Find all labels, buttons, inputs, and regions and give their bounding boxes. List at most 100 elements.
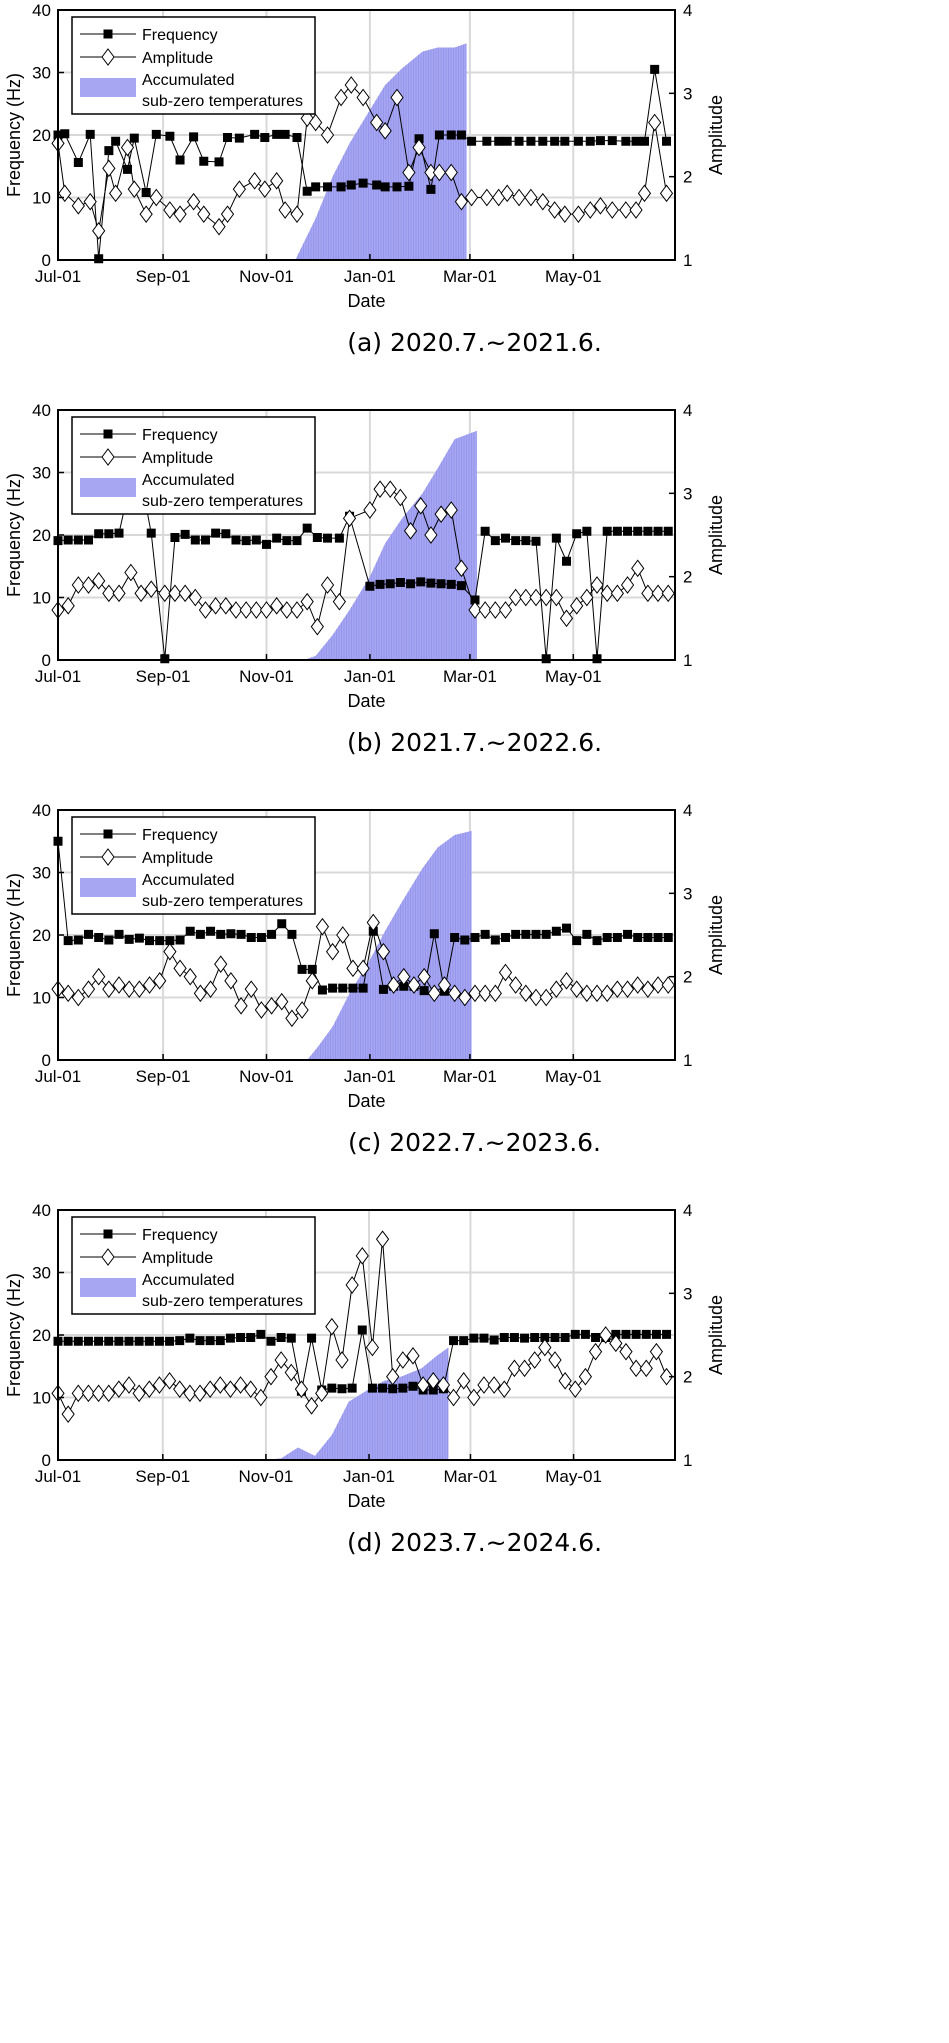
frequency-point — [426, 578, 436, 588]
frequency-point — [490, 536, 500, 546]
frequency-point — [114, 528, 124, 538]
amplitude-point — [244, 980, 258, 999]
x-tick-label: Mar-01 — [443, 267, 497, 286]
legend-amplitude-label: Amplitude — [142, 50, 213, 67]
frequency-point — [541, 929, 551, 939]
amplitude-point — [583, 201, 597, 219]
amplitude-point — [144, 580, 158, 599]
frequency-point — [580, 1329, 590, 1339]
amplitude-point — [270, 596, 284, 615]
amplitude-point — [102, 584, 116, 603]
amplitude-point — [559, 609, 574, 628]
amplitude-point — [432, 163, 447, 182]
amplitude-point — [258, 180, 272, 199]
frequency-point — [623, 929, 633, 939]
y-tick-label: 10 — [32, 589, 51, 608]
legend-amplitude-marker — [101, 48, 115, 66]
amplitude-point — [158, 584, 172, 603]
legend-frequency-label: Frequency — [142, 27, 218, 44]
frequency-point — [261, 539, 271, 549]
frequency-point — [280, 129, 290, 139]
legend: Frequency Amplitude Accumulated sub-zero te… — [71, 1216, 316, 1315]
amplitude-point — [149, 188, 163, 207]
amplitude-point — [102, 159, 116, 178]
y-tick-label: 0 — [42, 1051, 51, 1070]
frequency-point — [94, 254, 104, 264]
legend-frequency-marker — [103, 429, 113, 439]
amplitude-point — [203, 1380, 217, 1399]
amplitude-point — [132, 1384, 146, 1403]
amplitude-point — [71, 988, 85, 1007]
amplitude-point — [548, 1351, 562, 1369]
amplitude-point — [376, 942, 391, 961]
frequency-point — [392, 182, 402, 192]
frequency-point — [436, 579, 446, 589]
frequency-point — [323, 182, 333, 192]
amplitude-point — [629, 1359, 643, 1378]
amplitude-point — [355, 1246, 369, 1265]
frequency-point — [216, 929, 226, 939]
amplitude-point — [383, 480, 397, 498]
amplitude-point — [310, 617, 324, 636]
amplitude-point — [571, 205, 586, 224]
amplitude-point — [232, 180, 246, 199]
frequency-point — [134, 1336, 144, 1346]
y2-tick-label: 1 — [683, 651, 692, 670]
amplitude-point — [264, 996, 279, 1015]
amplitude-point — [284, 1363, 298, 1382]
amplitude-point — [500, 184, 514, 203]
amplitude-point — [81, 980, 96, 999]
frequency-point — [175, 1336, 185, 1346]
frequency-point — [84, 929, 94, 939]
frequency-point — [398, 1383, 408, 1393]
amplitude-point — [102, 1384, 116, 1403]
x-tick-label: Jul-01 — [35, 267, 81, 286]
amplitude-point — [487, 1376, 501, 1394]
frequency-point — [469, 1333, 479, 1343]
frequency-point — [327, 1383, 337, 1393]
amplitude-point — [139, 205, 153, 224]
amplitude-point — [559, 971, 574, 990]
frequency-point — [236, 929, 246, 939]
frequency-point — [514, 136, 524, 146]
amplitude-point — [402, 163, 416, 182]
amplitude-point — [81, 1384, 96, 1403]
frequency-point — [633, 933, 643, 942]
frequency-point — [144, 1336, 154, 1346]
x-tick-label: May-01 — [545, 1467, 602, 1486]
frequency-point — [526, 136, 536, 146]
frequency-point — [511, 929, 521, 939]
legend-frequency-label: Frequency — [142, 1227, 218, 1244]
frequency-point — [582, 929, 592, 939]
y2-tick-label: 1 — [683, 1451, 692, 1470]
amplitude-point — [478, 601, 492, 619]
y2-tick-label: 1 — [683, 251, 692, 270]
y2-tick-label: 4 — [683, 1201, 692, 1220]
amplitude-point — [549, 980, 563, 999]
amplitude-point — [370, 113, 384, 132]
y2-tick-label: 1 — [683, 1051, 692, 1070]
legend-amplitude-label: Amplitude — [142, 1250, 213, 1267]
frequency-point — [85, 129, 95, 139]
frequency-point — [643, 933, 653, 942]
y-tick-label: 40 — [32, 1201, 51, 1220]
frequency-point — [639, 136, 649, 146]
amplitude-point — [437, 976, 452, 994]
x-tick-label: May-01 — [545, 267, 602, 286]
frequency-point — [205, 1336, 215, 1346]
amplitude-point — [280, 601, 294, 619]
legend-accumulated-label: Accumulated — [142, 72, 235, 89]
amplitude-point — [173, 205, 187, 224]
frequency-point — [631, 136, 641, 146]
frequency-point — [292, 133, 302, 142]
frequency-point — [251, 535, 261, 545]
y-tick-label: 10 — [32, 1389, 51, 1408]
frequency-point — [531, 929, 541, 939]
amplitude-point — [229, 601, 243, 619]
y-tick-label: 30 — [32, 64, 51, 83]
chart-caption-c: (c) 2022.7.~2023.6. — [348, 1128, 601, 1157]
frequency-point — [94, 1336, 104, 1346]
amplitude-point — [609, 1334, 623, 1353]
frequency-point — [292, 536, 302, 546]
amplitude-point — [120, 138, 135, 157]
